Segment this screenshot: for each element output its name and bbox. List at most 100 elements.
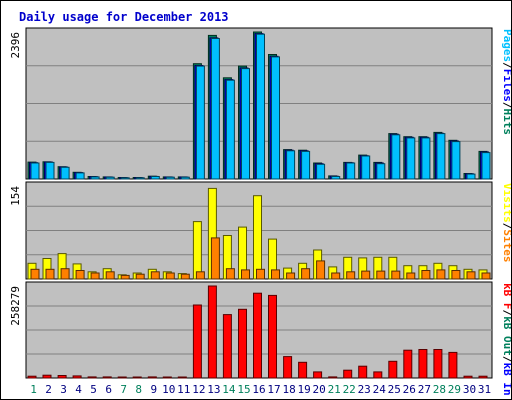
chart-panels: 2396Pages/Files/Hits154Visits/Sites25827…	[9, 27, 511, 396]
day-label-15: 15	[237, 383, 250, 396]
day-label-16: 16	[252, 383, 265, 396]
bar-sites-day-7	[120, 274, 130, 280]
bar-kb-f-day-1	[27, 375, 37, 379]
bar-kb-f-day-16	[253, 292, 262, 379]
day-label-3: 3	[60, 383, 67, 396]
bar-sites-day-26	[406, 272, 416, 280]
day-label-22: 22	[343, 383, 356, 396]
day-label-6: 6	[105, 383, 112, 396]
day-label-20: 20	[312, 383, 325, 396]
day-label-27: 27	[418, 383, 431, 396]
bar-sites-day-21	[331, 272, 341, 280]
day-label-11: 11	[177, 383, 190, 396]
bar-kb-f-day-8	[132, 376, 142, 379]
bar-pages-day-9	[150, 176, 160, 180]
bar-kb-f-day-23	[358, 365, 368, 379]
bar-kb-f-day-14	[222, 314, 232, 379]
bar-kb-f-day-3	[57, 375, 67, 379]
bar-pages-day-11	[180, 176, 190, 180]
bar-kb-f-day-22	[343, 369, 353, 379]
day-label-23: 23	[358, 383, 371, 396]
bar-kb-f-day-29	[448, 351, 458, 379]
bar-kb-f-day-17	[268, 294, 277, 379]
day-label-14: 14	[222, 383, 236, 396]
day-axis: 1 2 3 4 5 6 7 8 9 10 11 12 13 14 15 16 17 18 19 20 21 22 23 24 2…	[30, 383, 491, 396]
bar-sites-day-16	[256, 268, 265, 280]
bar-sites-day-17	[271, 269, 280, 280]
bar-kb-f-day-28	[433, 349, 443, 379]
bar-kb-f-day-4	[72, 375, 82, 379]
bar-pages-day-2	[45, 161, 55, 180]
bar-sites-day-15	[241, 269, 250, 280]
bar-kb-f-day-26	[403, 349, 413, 379]
bar-pages-day-25	[391, 134, 401, 180]
legend-label: Pages/Files/Hits	[501, 29, 511, 135]
bar-pages-day-30	[466, 173, 476, 180]
day-label-10: 10	[162, 383, 175, 396]
bar-pages-day-15	[241, 68, 250, 180]
bar-kb-f-day-19	[298, 361, 308, 379]
bar-sites-day-4	[75, 270, 85, 280]
day-label-21: 21	[328, 383, 341, 396]
bar-pages-day-3	[60, 166, 70, 180]
bar-kb-f-day-15	[238, 308, 247, 379]
legend-label: kB F/kB Out/kB In	[501, 283, 511, 396]
bar-kb-f-day-21	[328, 376, 338, 379]
bar-pages-day-20	[316, 163, 326, 180]
bar-kb-f-day-6	[102, 376, 112, 379]
bar-sites-day-19	[301, 268, 311, 280]
bar-sites-day-11	[180, 273, 190, 280]
bar-pages-day-28	[436, 133, 446, 180]
bar-pages-day-12	[195, 65, 205, 180]
bar-sites-day-1	[30, 268, 40, 280]
bar-pages-day-7	[120, 177, 130, 180]
day-label-13: 13	[207, 383, 220, 396]
bar-kb-f-day-9	[147, 376, 157, 379]
bar-sites-day-14	[225, 268, 235, 280]
bar-pages-day-22	[346, 162, 356, 180]
bar-sites-day-27	[421, 270, 431, 280]
bar-sites-day-20	[316, 260, 326, 280]
bar-sites-day-8	[135, 273, 145, 280]
bar-sites-day-13	[210, 237, 220, 280]
bar-pages-day-26	[406, 137, 416, 180]
bar-kb-f-day-24	[373, 371, 383, 379]
day-label-5: 5	[90, 383, 97, 396]
y-max-label: 154	[9, 186, 22, 206]
bar-pages-day-10	[165, 176, 175, 180]
bar-kb-f-day-25	[388, 360, 398, 379]
day-label-28: 28	[433, 383, 446, 396]
bar-visits-day-16	[253, 195, 262, 280]
bar-pages-day-18	[286, 150, 296, 180]
bar-pages-day-21	[331, 176, 341, 180]
bar-sites-day-24	[376, 270, 386, 280]
bar-sites-day-29	[451, 270, 461, 280]
bar-kb-f-day-10	[162, 376, 172, 379]
bar-pages-day-14	[225, 79, 235, 180]
day-label-25: 25	[388, 383, 401, 396]
bar-visits-day-12	[192, 221, 202, 280]
bar-kb-f-day-20	[313, 371, 323, 379]
day-label-31: 31	[478, 383, 491, 396]
pages-files-hits-panel: 2396 Pages/Files/Hits	[9, 27, 511, 180]
bar-sites-day-30	[466, 271, 476, 280]
bar-kb-f-day-27	[418, 349, 428, 379]
bar-kb-f-day-18	[283, 356, 293, 379]
bar-pages-day-27	[421, 137, 431, 180]
day-label-19: 19	[297, 383, 310, 396]
bar-pages-day-13	[210, 38, 220, 180]
bar-sites-day-6	[105, 271, 115, 280]
bar-kb-f-day-13	[207, 285, 217, 379]
bar-pages-day-1	[30, 162, 40, 180]
bar-sites-day-22	[346, 271, 356, 280]
bar-kb-f-day-2	[42, 374, 52, 379]
bar-sites-day-18	[286, 272, 296, 280]
visits-sites-panel: 154 Visits/Sites	[9, 181, 511, 280]
day-label-1: 1	[30, 383, 37, 396]
bar-sites-day-31	[481, 272, 491, 280]
bar-pages-day-6	[105, 176, 115, 180]
bar-pages-day-4	[75, 172, 85, 180]
